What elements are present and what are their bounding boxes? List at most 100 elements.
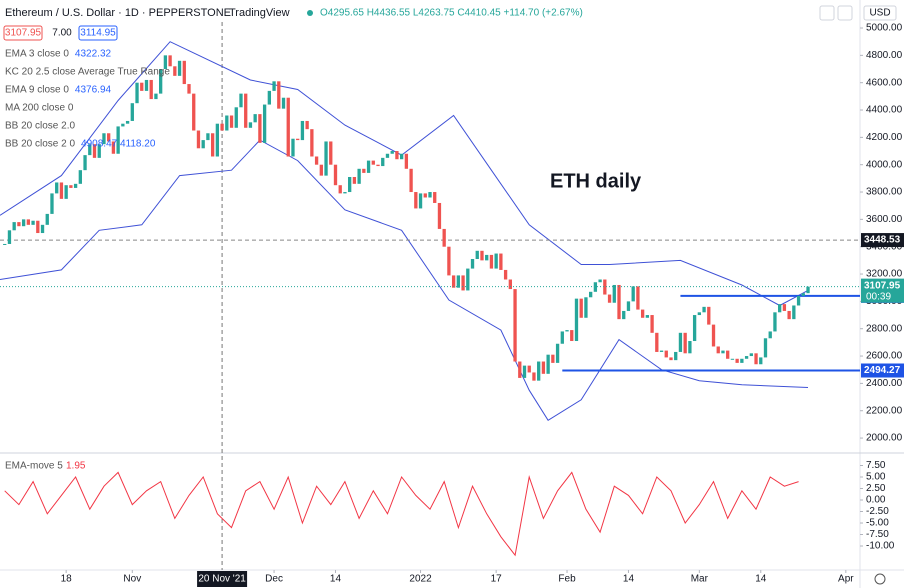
candle (565, 330, 569, 332)
y-tick-label: -10.00 (866, 541, 895, 552)
candle (277, 81, 281, 109)
candle (622, 310, 626, 320)
candle (149, 79, 153, 100)
last-price-box (861, 278, 904, 303)
candle (782, 304, 787, 311)
candle (716, 346, 720, 354)
candle (593, 282, 598, 292)
candle (83, 155, 87, 171)
candle (73, 183, 78, 188)
candle (286, 97, 290, 157)
y-tick-label: -7.50 (866, 529, 889, 540)
candle (537, 361, 541, 381)
candle (447, 246, 451, 276)
candle (674, 351, 678, 361)
candle (603, 279, 607, 295)
candle (196, 130, 201, 149)
candle (423, 193, 427, 198)
y-tick-label: 7.50 (866, 460, 886, 471)
candle (499, 253, 503, 270)
legend-name: MA 200 close 0 (5, 103, 74, 114)
candle (272, 81, 276, 91)
candle (78, 170, 82, 184)
candle (659, 350, 664, 352)
candle (612, 284, 616, 303)
candle (541, 361, 546, 374)
candle (69, 185, 73, 188)
candle (357, 168, 361, 184)
candle (385, 153, 390, 158)
candle (3, 243, 7, 245)
candle (399, 153, 404, 160)
candle (721, 350, 725, 354)
pane-title: EMA-move 5 (5, 461, 63, 472)
legend-name: KC 20 2.5 close Average True Range (5, 67, 170, 78)
candle (475, 250, 479, 260)
candle (267, 90, 271, 105)
currency[interactable]: USD (869, 8, 890, 19)
price-label-box (861, 233, 904, 248)
candle (418, 193, 423, 209)
x-tick-label: 14 (623, 574, 635, 585)
y-tick-label: 2200.00 (866, 405, 903, 416)
bid: 3107.95 (5, 28, 42, 39)
candle (744, 356, 749, 359)
spread: 7.00 (52, 28, 72, 39)
candle (333, 164, 338, 186)
candle (485, 254, 489, 261)
candle (107, 133, 111, 142)
candle (362, 168, 366, 173)
candle (88, 144, 92, 156)
candle (702, 306, 706, 313)
candle (40, 224, 45, 234)
window-button[interactable] (837, 5, 853, 21)
candle (796, 295, 801, 306)
symbol: Ethereum / U.S. Dollar · 1D · PEPPERSTON… (5, 7, 231, 19)
download-button[interactable] (819, 5, 835, 21)
y-tick-label: 2800.00 (866, 323, 903, 334)
x-tick-label: Feb (558, 574, 576, 585)
candle (664, 350, 668, 358)
candle (36, 220, 40, 234)
candle (451, 275, 456, 288)
candle (480, 250, 484, 261)
legend-value: 4908.47 4118.20 (81, 139, 156, 150)
y-tick-label: 4200.00 (866, 132, 903, 143)
candle (45, 213, 49, 225)
candle (390, 151, 394, 154)
candle (678, 332, 683, 352)
candle (121, 123, 125, 127)
currency-button[interactable] (863, 5, 897, 21)
candle (522, 365, 527, 378)
candle (508, 279, 512, 290)
candle (589, 291, 593, 298)
candle (281, 97, 286, 109)
candle (92, 144, 97, 158)
candle (59, 182, 64, 199)
candle (442, 228, 446, 247)
candle (17, 222, 21, 227)
candle (763, 338, 768, 358)
candle (381, 157, 385, 167)
candle (210, 133, 215, 157)
candle (168, 55, 172, 67)
candle (683, 332, 687, 354)
candle (640, 309, 645, 318)
candle (414, 192, 418, 209)
candle (12, 222, 16, 231)
ohlc: O4295.65 H4436.55 L4263.75 C4410.45 +114… (320, 8, 583, 19)
candle (645, 315, 650, 318)
candle (409, 168, 413, 193)
candle (262, 104, 267, 143)
candle (343, 192, 347, 194)
y-tick-label: -2.50 (866, 506, 889, 517)
candle (159, 69, 163, 94)
candle (7, 230, 12, 244)
candle (111, 141, 116, 154)
candle (97, 144, 101, 158)
candle (144, 79, 149, 91)
settings-icon[interactable] (874, 573, 886, 585)
candle (456, 275, 461, 288)
x-tick-label: Dec (265, 574, 283, 585)
annotation: ETH daily (550, 170, 642, 192)
